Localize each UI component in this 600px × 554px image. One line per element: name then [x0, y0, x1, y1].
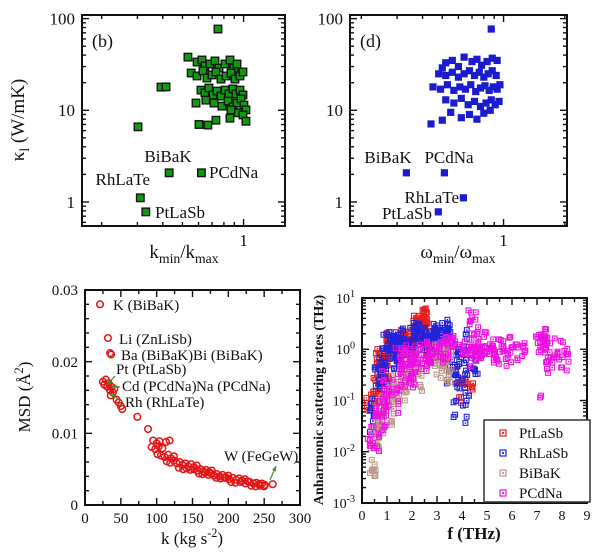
panel-kappa-vs-kratio-annotation: PtLaSb	[155, 203, 205, 222]
panel-anharmonic-rates: 0 1 2 3 4 5 6 7 8 9 10-3 10-2 10-1 100 101 f (THz) Anhar…	[312, 289, 591, 543]
panel-kappa-vs-kratio-ytick-label: 100	[50, 9, 76, 28]
panel-kappa-vs-kratio-annotation: PCdNa	[209, 163, 259, 182]
legend-label-PtLaSb: PtLaSb	[519, 426, 563, 442]
panel-kappa-vs-omegaratio-annotation: BiBaK	[364, 148, 412, 167]
panel-anharmonic-rates-ytick-label: 100	[336, 340, 355, 358]
panel-anharmonic-rates-xtick-label: 7	[534, 509, 541, 524]
panel-anharmonic-rates-xtick-label: 4	[459, 509, 466, 524]
panel-anharmonic-rates-ylabel: Anharmonic scattering rates (THz)	[312, 294, 327, 505]
panel-anharmonic-rates-xlabel: f (THz)	[447, 524, 500, 543]
panel-kappa-vs-kratio-axes: 1 1 10 100 kmin/kmax κl (W/mK) (b)	[8, 9, 286, 266]
panel-msd-vs-k-axes: 0 50 100 150 200 250 300 0 0.01 0.02 0.03 k (kg s-2…	[12, 283, 311, 548]
legend-box	[483, 419, 591, 503]
panel-kappa-vs-omegaratio-annotation: RhLaTe	[404, 188, 459, 207]
panel-anharmonic-rates-xtick-label: 0	[359, 509, 366, 524]
panel-kappa-vs-kratio-annotation: RhLaTe	[95, 170, 150, 189]
panel-anharmonic-rates-xtick-label: 9	[584, 509, 591, 524]
panel-kappa-vs-kratio-frame	[81, 14, 286, 227]
panel-msd-vs-k-xtick-label: 0	[81, 511, 89, 527]
panel-msd-vs-k-annotation: Cd (PCdNa)	[122, 379, 197, 395]
panel-kappa-vs-kratio-xlabel: kmin/kmax	[149, 242, 218, 266]
panel-anharmonic-rates-xtick-label: 5	[484, 509, 491, 524]
panel-msd-vs-k-annotation: Bi (BiBaK)	[193, 348, 263, 364]
panel-msd-vs-k-xtick-label: 300	[289, 511, 312, 527]
panel-kappa-vs-omegaratio-xtick-label: 1	[499, 231, 508, 250]
panel-anharmonic-rates-xtick-label: 2	[409, 509, 416, 524]
panel-anharmonic-rates-ytick-label: 101	[336, 289, 355, 307]
panel-kappa-vs-omegaratio-ytick-label: 10	[326, 101, 343, 120]
panel-kappa-vs-kratio-points	[133, 24, 251, 217]
panel-msd-vs-k-ylabel: MSD (Å2)	[12, 362, 34, 433]
legend-label-BiBaK: BiBaK	[519, 466, 561, 482]
panel-msd-vs-k-annotations: K (BiBaK) Li (ZnLiSb)Ba (BiBaK) Bi (BiBaK)…	[106, 298, 298, 481]
panel-kappa-vs-kratio-xtick-label: 1	[239, 231, 248, 250]
panel-anharmonic-rates-xtick-label: 6	[509, 509, 516, 524]
panel-msd-vs-k-annotation: Ba (BiBaK)	[121, 348, 193, 364]
panel-kappa-vs-kratio-annotations: BiBaK PCdNa RhLaTe PtLaSb	[95, 147, 258, 222]
panel-kappa-vs-kratio-panel-letter: (b)	[92, 31, 113, 52]
panel-msd-vs-k-ytick-label: 0	[71, 498, 79, 514]
panel-msd-vs-k-xtick-label: 100	[145, 511, 168, 527]
panel-anharmonic-rates-ytick-label: 10-3	[333, 494, 355, 512]
panel-msd-vs-k-annotation: Na (PCdNa)	[196, 379, 271, 395]
panel-msd-vs-k-annotation: W (FeGeW)	[224, 449, 298, 465]
panel-msd-vs-k-ytick-label: 0.01	[52, 426, 78, 442]
panel-msd-vs-k-annotation: K (BiBaK)	[113, 298, 179, 314]
panel-kappa-vs-omegaratio: 1 1 10 100 ωmin/ωmax (d) BiBaK PCdNa RhLaTePtLaS…	[318, 9, 568, 266]
panel-msd-vs-k-xtick-label: 50	[113, 511, 128, 527]
panel-kappa-vs-kratio-annotation: BiBaK	[144, 147, 192, 166]
legend-label-PCdNa: PCdNa	[519, 486, 563, 502]
panel-msd-vs-k-xtick-label: 200	[217, 511, 240, 527]
panel-msd-vs-k-annotation: Pt (PtLaSb)	[116, 362, 186, 378]
panel-anharmonic-rates-axes: 0 1 2 3 4 5 6 7 8 9 10-3 10-2 10-1 100 101 f (THz) Anhar…	[312, 289, 591, 543]
panel-anharmonic-rates-xtick-label: 8	[559, 509, 566, 524]
panel-kappa-vs-omegaratio-points	[402, 25, 504, 216]
panel-kappa-vs-omegaratio-annotation: PtLaSb	[382, 204, 432, 223]
panel-kappa-vs-kratio-ytick-label: 10	[58, 101, 75, 120]
panel-msd-vs-k-annotation: Li (ZnLiSb)	[119, 332, 192, 348]
panel-kappa-vs-omegaratio-axes: 1 1 10 100 ωmin/ωmax (d)	[318, 9, 568, 266]
panel-anharmonic-rates-ytick-label: 10-2	[333, 443, 355, 461]
panel-msd-vs-k-ytick-label: 0.03	[52, 283, 78, 299]
panel-anharmonic-rates-series-PCdNa	[364, 307, 572, 454]
panel-anharmonic-rates-ytick-label: 10-1	[333, 392, 355, 410]
panel-msd-vs-k-xtick-label: 250	[253, 511, 276, 527]
panel-kappa-vs-kratio-ylabel: κl (W/mK)	[8, 79, 32, 162]
panel-kappa-vs-kratio: 1 1 10 100 kmin/kmax κl (W/mK) (b) BiBaK PCdNa Rh…	[8, 9, 286, 266]
panel-kappa-vs-kratio-ytick-label: 1	[67, 193, 76, 212]
legend-label-RhLaSb: RhLaSb	[519, 446, 568, 462]
panel-kappa-vs-omegaratio-annotation: PCdNa	[424, 148, 474, 167]
panel-msd-vs-k-xlabel: k (kg s-2)	[161, 526, 223, 548]
panel-kappa-vs-omegaratio-ytick-label: 1	[335, 193, 344, 212]
panel-kappa-vs-omegaratio-ytick-label: 100	[318, 9, 344, 28]
panel-anharmonic-rates-xtick-label: 3	[434, 509, 441, 524]
panel-msd-vs-k-points	[96, 300, 277, 491]
panel-msd-vs-k-ytick-label: 0.02	[52, 355, 78, 371]
panel-msd-vs-k-annotation: Rh (RhLaTe)	[125, 395, 204, 411]
panel-anharmonic-rates-legend: PtLaSb RhLaSb BiBaK PCdNa	[483, 419, 591, 503]
panel-kappa-vs-omegaratio-xlabel: ωmin/ωmax	[420, 242, 495, 266]
panel-msd-vs-k-xtick-label: 150	[181, 511, 204, 527]
panel-anharmonic-rates-xtick-label: 1	[384, 509, 391, 524]
panel-msd-vs-k: 0 50 100 150 200 250 300 0 0.01 0.02 0.03 k (kg s-2…	[12, 283, 311, 548]
panel-kappa-vs-omegaratio-panel-letter: (d)	[360, 31, 381, 52]
